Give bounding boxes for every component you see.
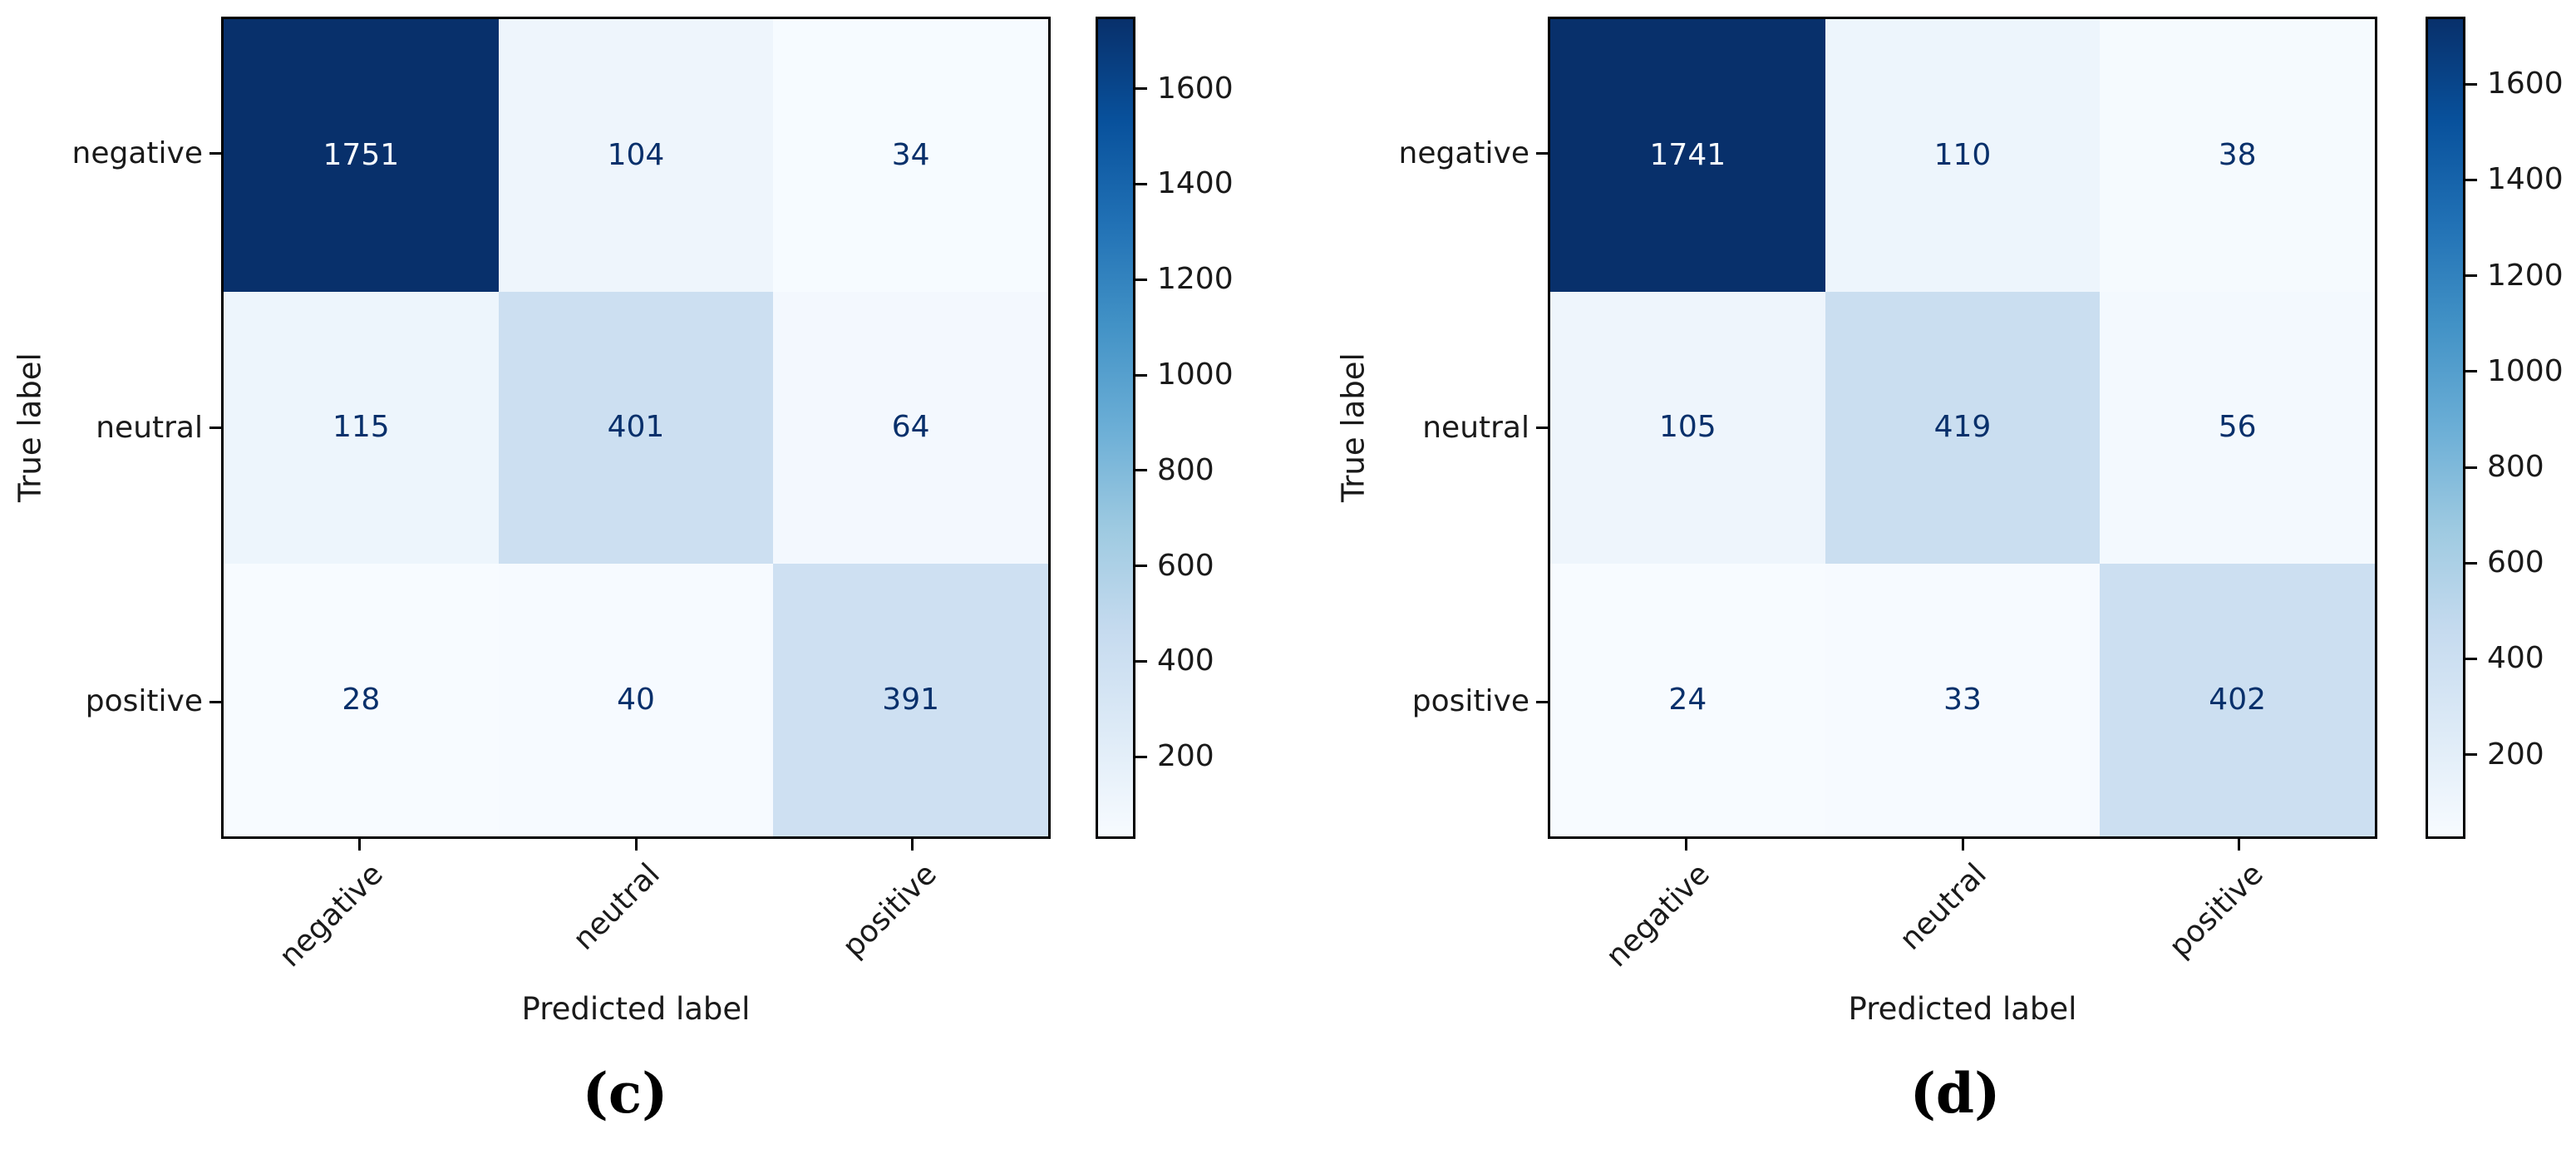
- x-tick-mark: [2238, 839, 2241, 851]
- colorbar-tick-label: 1400: [1157, 166, 1234, 201]
- heatmap-cell: 24: [1550, 564, 1825, 836]
- x-axis-label: Predicted label: [1848, 991, 2077, 1027]
- panel-caption: (c): [582, 1061, 668, 1126]
- cell-value: 56: [2218, 410, 2257, 445]
- cell-value: 110: [1933, 137, 1992, 172]
- y-tick-label: neutral: [96, 410, 203, 445]
- colorbar-tick-mark: [2465, 561, 2477, 565]
- y-tick-mark: [209, 152, 221, 155]
- cell-value: 1751: [323, 137, 400, 172]
- panel-caption: (d): [1909, 1061, 2001, 1126]
- cell-value: 105: [1658, 410, 1717, 445]
- y-tick-mark: [1536, 152, 1548, 155]
- cell-value: 28: [342, 683, 381, 718]
- x-tick-label: negative: [1599, 856, 1717, 974]
- colorbar-tick-label: 1000: [1157, 358, 1234, 392]
- heatmap-cell: 1751: [224, 19, 499, 292]
- colorbar: [1096, 17, 1135, 839]
- colorbar-tick-label: 600: [1157, 548, 1214, 583]
- cell-value: 402: [2209, 683, 2267, 718]
- heatmap-cell: 34: [773, 19, 1048, 292]
- y-tick-label: neutral: [1422, 410, 1529, 445]
- colorbar-tick-label: 1200: [1157, 262, 1234, 297]
- heatmap-cell: 38: [2100, 19, 2375, 292]
- colorbar-tick-label: 1400: [2487, 162, 2564, 197]
- colorbar-tick-mark: [1135, 659, 1147, 663]
- x-tick-mark: [1961, 839, 1964, 851]
- colorbar-tick-label: 1600: [2487, 67, 2564, 101]
- cell-value: 38: [2218, 137, 2257, 172]
- colorbar-tick-label: 400: [2487, 641, 2544, 676]
- x-tick-mark: [357, 839, 361, 851]
- heatmap-cell: 402: [2100, 564, 2375, 836]
- colorbar-tick-label: 800: [1157, 452, 1214, 487]
- colorbar-tick-mark: [1135, 373, 1147, 377]
- colorbar-tick-mark: [2465, 178, 2477, 181]
- colorbar: [2426, 17, 2465, 839]
- y-axis-label: True label: [12, 353, 48, 503]
- colorbar-tick-mark: [1135, 565, 1147, 568]
- colorbar-tick-mark: [2465, 370, 2477, 373]
- colorbar-tick-mark: [2465, 274, 2477, 278]
- colorbar-tick-mark: [1135, 469, 1147, 472]
- colorbar-tick-mark: [1135, 182, 1147, 185]
- colorbar-tick-mark: [1135, 278, 1147, 281]
- heatmap-cell: 115: [224, 291, 499, 565]
- heatmap-cell: 110: [1825, 19, 2101, 292]
- colorbar-tick-mark: [2465, 466, 2477, 469]
- cell-value: 24: [1668, 683, 1707, 718]
- y-tick-mark: [1536, 427, 1548, 429]
- heatmap-cell: 104: [498, 19, 774, 292]
- colorbar-tick-label: 600: [2487, 545, 2544, 580]
- y-tick-mark: [1536, 700, 1548, 703]
- colorbar-tick-label: 1600: [1157, 71, 1234, 106]
- colorbar-tick-label: 1200: [2487, 258, 2564, 293]
- y-tick-mark: [209, 700, 221, 703]
- colorbar-tick-mark: [2465, 753, 2477, 757]
- heatmap-cell: 1741: [1550, 19, 1825, 292]
- y-tick-mark: [209, 427, 221, 429]
- cell-value: 33: [1943, 683, 1982, 718]
- heatmap-cell: 401: [498, 291, 774, 565]
- heatmap-cell: 391: [773, 564, 1048, 836]
- cell-value: 115: [332, 410, 390, 445]
- y-tick-label: negative: [71, 136, 203, 170]
- colorbar-tick-label: 1000: [2487, 353, 2564, 388]
- colorbar-tick-label: 200: [1157, 739, 1214, 774]
- colorbar-tick-mark: [2465, 657, 2477, 660]
- cell-value: 40: [617, 683, 655, 718]
- x-tick-label: negative: [273, 856, 391, 974]
- x-tick-mark: [634, 839, 638, 851]
- heatmap-grid: 1751 104 34 115 401 64 28 40 391: [221, 17, 1051, 839]
- y-tick-label: positive: [85, 684, 203, 719]
- cell-value: 104: [607, 137, 665, 172]
- heatmap-cell: 40: [498, 564, 774, 836]
- heatmap-cell: 419: [1825, 291, 2101, 565]
- heatmap-cell: 64: [773, 291, 1048, 565]
- heatmap-cell: 28: [224, 564, 499, 836]
- y-tick-label: negative: [1398, 136, 1529, 170]
- x-axis-label: Predicted label: [521, 991, 751, 1027]
- colorbar-tick-mark: [1135, 755, 1147, 758]
- cell-value: 419: [1933, 410, 1992, 445]
- colorbar-tick-mark: [2465, 82, 2477, 86]
- heatmap-grid: 1741 110 38 105 419 56 24 33 402: [1548, 17, 2377, 839]
- cell-value: 401: [607, 410, 665, 445]
- y-axis-label: True label: [1335, 353, 1372, 503]
- x-tick-mark: [1684, 839, 1687, 851]
- cell-value: 64: [891, 410, 930, 445]
- colorbar-tick-label: 800: [2487, 450, 2544, 485]
- heatmap-cell: 56: [2100, 291, 2375, 565]
- cell-value: 391: [882, 683, 940, 718]
- x-tick-mark: [911, 839, 914, 851]
- colorbar-tick-label: 200: [2487, 737, 2544, 772]
- cell-value: 34: [891, 137, 930, 172]
- heatmap-cell: 105: [1550, 291, 1825, 565]
- colorbar-tick-label: 400: [1157, 644, 1214, 678]
- y-tick-label: positive: [1411, 684, 1529, 719]
- heatmap-cell: 33: [1825, 564, 2101, 836]
- cell-value: 1741: [1649, 137, 1726, 172]
- colorbar-tick-mark: [1135, 87, 1147, 91]
